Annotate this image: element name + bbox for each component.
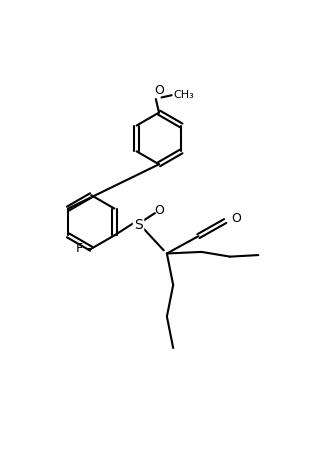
Text: F: F [76, 242, 83, 255]
Text: O: O [154, 84, 164, 97]
Text: O: O [231, 212, 241, 225]
Text: O: O [154, 205, 164, 218]
Text: CH₃: CH₃ [173, 90, 194, 100]
Text: S: S [134, 218, 143, 232]
